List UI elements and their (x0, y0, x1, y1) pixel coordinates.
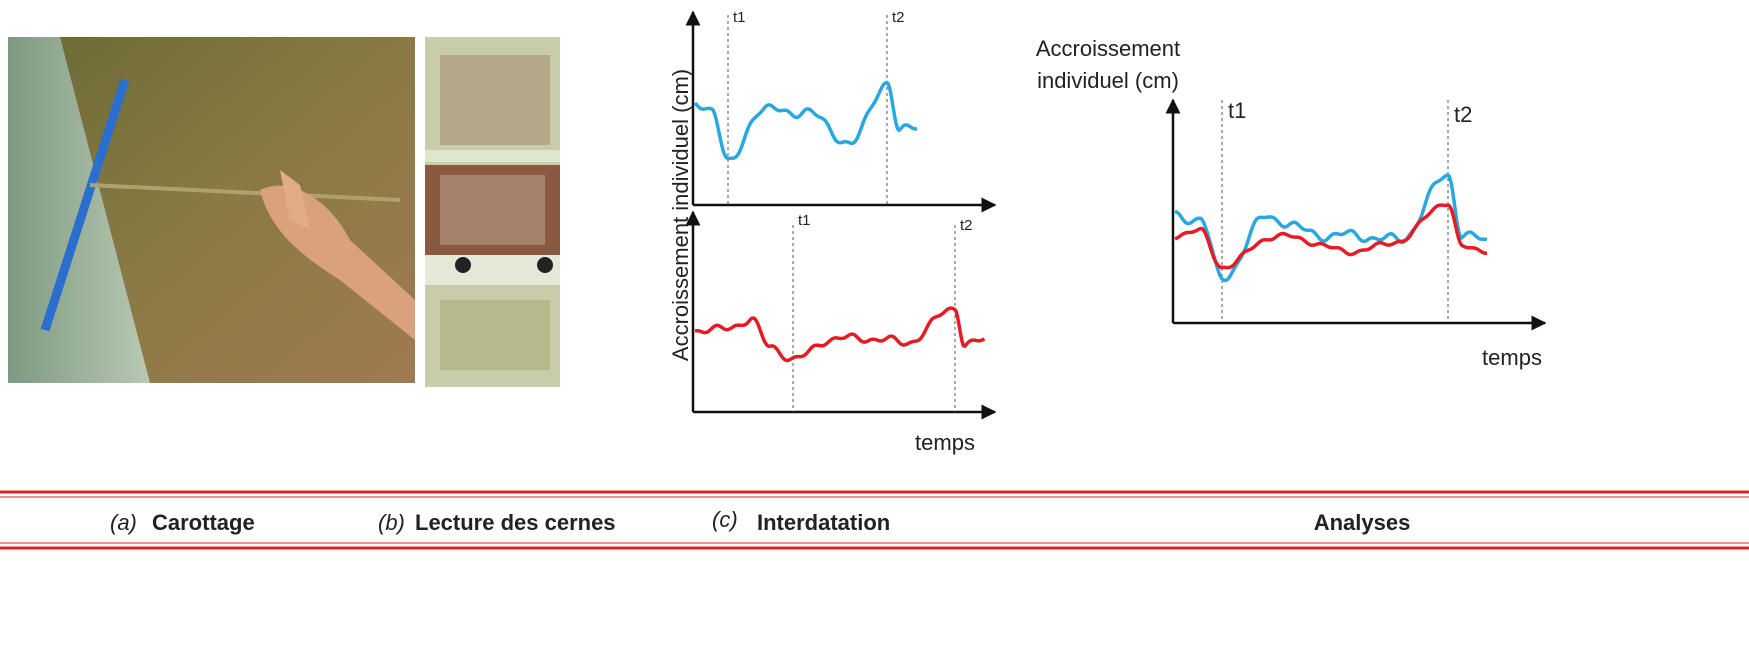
panel-caption: Carottage (152, 510, 255, 535)
y-axis-label: Accroissement (1036, 36, 1180, 61)
panel-letter: (c) (712, 507, 738, 532)
marker-label: t2 (960, 217, 973, 234)
curve (1174, 203, 1488, 270)
interdating-axes (685, 10, 997, 420)
panel-caption: Interdatation (757, 510, 890, 535)
panel-letter: (a) (110, 510, 137, 535)
photo-coring (8, 37, 415, 383)
marker-lines (727, 15, 1449, 412)
curve (693, 80, 918, 161)
curve (1174, 173, 1488, 283)
y-axis-label: Accroissement individuel (cm) (668, 69, 693, 361)
panel-caption: Analyses (1314, 510, 1411, 535)
photo-cores (425, 37, 560, 387)
y-axis-label: individuel (cm) (1037, 68, 1179, 93)
curves (693, 80, 1488, 363)
marker-label: t2 (892, 9, 905, 26)
caption-band (0, 490, 1749, 550)
curve (694, 306, 986, 363)
marker-label: t2 (1454, 102, 1472, 127)
marker-label: t1 (1228, 98, 1246, 123)
x-axis-label: temps (1482, 345, 1542, 370)
marker-label: t1 (733, 9, 746, 26)
panel-letter: (b) (378, 510, 405, 535)
panel-caption: Lecture des cernes (415, 510, 616, 535)
analysis-axes (1165, 98, 1547, 331)
x-axis-label: temps (915, 430, 975, 455)
marker-label: t1 (798, 212, 811, 229)
